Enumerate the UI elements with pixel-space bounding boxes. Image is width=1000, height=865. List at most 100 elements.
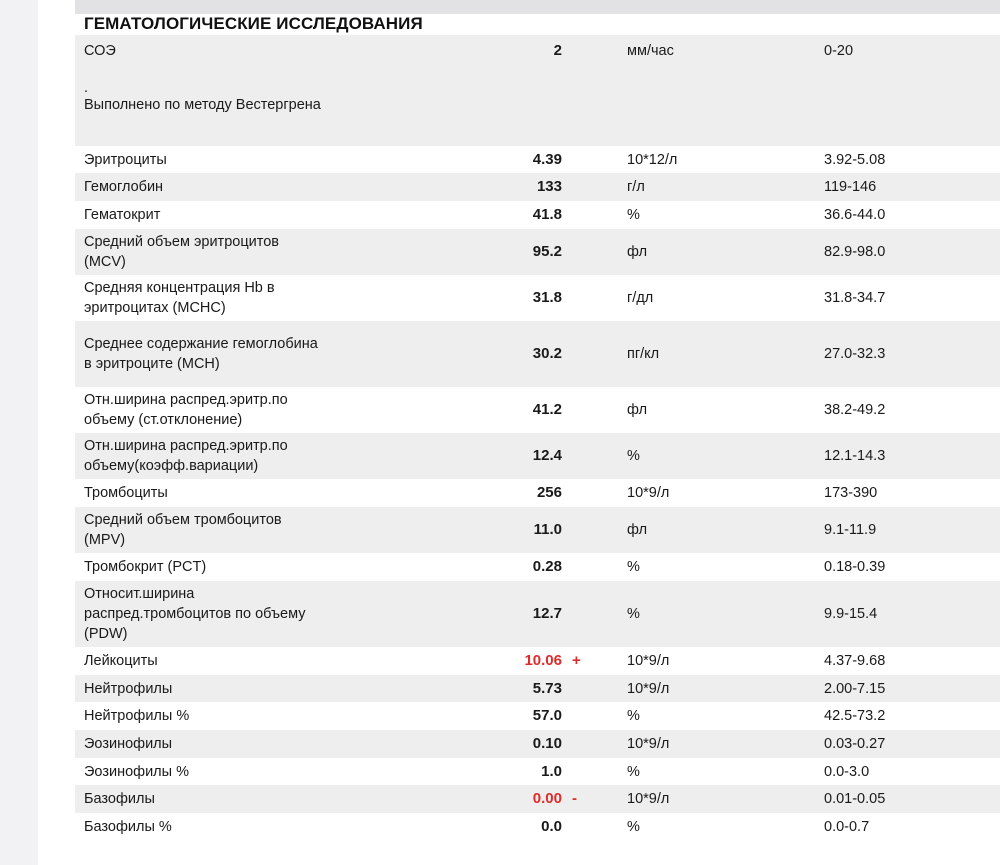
test-name: Тромбоциты <box>84 483 324 503</box>
test-name: Базофилы <box>84 789 324 809</box>
test-unit: % <box>627 557 640 577</box>
test-unit: 10*9/л <box>627 651 669 671</box>
test-name: Гематокрит <box>84 205 324 225</box>
test-value: 10.06 <box>524 651 562 671</box>
test-unit: % <box>627 762 640 782</box>
test-value: 0.0 <box>541 817 562 837</box>
test-name: Относит.ширина распред.тромбоцитов по об… <box>84 584 324 644</box>
table-row: Тромбокрит (PCT) 0.28% 0.18-0.39 <box>75 553 1000 581</box>
test-value: 0.28 <box>533 557 562 577</box>
test-unit: фл <box>627 400 647 420</box>
test-ref-range: 31.8-34.7 <box>824 288 885 308</box>
test-value: 0.00 <box>533 789 562 809</box>
test-name: Лейкоциты <box>84 651 324 671</box>
test-ref-range: 27.0-32.3 <box>824 344 885 364</box>
test-value: 5.73 <box>533 679 562 699</box>
table-row: Нейтрофилы 5.73 10*9/л 2.00-7.15 <box>75 675 1000 702</box>
test-unit: фл <box>627 242 647 262</box>
test-unit: 10*9/л <box>627 789 669 809</box>
test-value: 133 <box>537 177 562 197</box>
section-title: ГЕМАТОЛОГИЧЕСКИЕ ИССЛЕДОВАНИЯ <box>84 14 423 34</box>
test-unit: пг/кл <box>627 344 659 364</box>
test-name: Эозинофилы <box>84 734 324 754</box>
test-unit: 10*9/л <box>627 734 669 754</box>
test-value: 1.0 <box>541 762 562 782</box>
test-unit: % <box>627 205 640 225</box>
test-value: 0.10 <box>533 734 562 754</box>
test-name: Гемоглобин <box>84 177 324 197</box>
test-unit: мм/час <box>627 41 674 61</box>
test-value: 41.8 <box>533 205 562 225</box>
test-unit: г/дл <box>627 288 653 308</box>
test-ref-range: 119-146 <box>824 177 876 197</box>
table-row: Базофилы % 0.0% 0.0-0.7 <box>75 813 1000 841</box>
table-row: Базофилы 0.00- 10*9/л 0.01-0.05 <box>75 785 1000 813</box>
test-name: Средняя концентрация Hb в эритроцитах (M… <box>84 278 324 318</box>
test-ref-range: 2.00-7.15 <box>824 679 885 699</box>
test-unit: % <box>627 817 640 837</box>
test-ref-range: 12.1-14.3 <box>824 446 885 466</box>
test-ref-range: 173-390 <box>824 483 877 503</box>
test-unit: фл <box>627 520 647 540</box>
abnormal-flag: - <box>572 789 577 809</box>
method-note: Выполнено по методу Вестергрена <box>84 95 321 115</box>
table-row: Отн.ширина распред.эритр.по объему (ст.о… <box>75 387 1000 433</box>
test-value: 256 <box>537 483 562 503</box>
test-ref-range: 36.6-44.0 <box>824 205 885 225</box>
table-header-bar <box>75 0 1000 14</box>
test-ref-range: 0.0-3.0 <box>824 762 869 782</box>
test-name: СОЭ <box>84 41 324 61</box>
test-name: Отн.ширина распред.эритр.по объему(коэфф… <box>84 436 324 476</box>
test-unit: % <box>627 446 640 466</box>
test-value: 31.8 <box>533 288 562 308</box>
table-row: Эозинофилы 0.10 10*9/л 0.03-0.27 <box>75 730 1000 758</box>
table-row: Тромбоциты 256 10*9/л 173-390 <box>75 479 1000 507</box>
test-name: Среднее содержание гемоглобина в эритроц… <box>84 334 324 374</box>
table-row: Гемоглобин 133 г/л 119-146 <box>75 173 1000 201</box>
table-row: Среднее содержание гемоглобина в эритроц… <box>75 321 1000 387</box>
table-row: Лейкоциты 10.06 +10*9/л 4.37-9.68 <box>75 647 1000 675</box>
table-row: Средний объем тромбоцитов (MPV) 11.0 фл 9.1… <box>75 507 1000 553</box>
test-ref-range: 3.92-5.08 <box>824 150 885 170</box>
test-ref-range: 42.5-73.2 <box>824 706 885 726</box>
test-ref-range: 0.03-0.27 <box>824 734 885 754</box>
test-name: Базофилы % <box>84 817 324 837</box>
test-ref-range: 9.1-11.9 <box>824 520 876 540</box>
test-ref-range: 0.01-0.05 <box>824 789 885 809</box>
table-row: Эозинофилы % 1.0% 0.0-3.0 <box>75 758 1000 785</box>
table-row: Гематокрит 41.8% 36.6-44.0 <box>75 201 1000 229</box>
table-row-soe: СОЭ 2 мм/час 0-20 . Выполнено по методу … <box>75 35 1000 146</box>
table-row: Средняя концентрация Hb в эритроцитах (M… <box>75 275 1000 321</box>
test-name: Тромбокрит (PCT) <box>84 557 324 577</box>
test-unit: % <box>627 706 640 726</box>
test-unit: 10*9/л <box>627 483 669 503</box>
test-value: 11.0 <box>534 520 562 540</box>
table-row: Относит.ширина распред.тромбоцитов по об… <box>75 581 1000 647</box>
test-name: Средний объем эритроцитов (MCV) <box>84 232 324 272</box>
test-value: 12.7 <box>533 604 562 624</box>
test-value: 95.2 <box>533 242 562 262</box>
table-row: Отн.ширина распред.эритр.по объему(коэфф… <box>75 433 1000 479</box>
test-ref-range: 82.9-98.0 <box>824 242 885 262</box>
test-unit: 10*12/л <box>627 150 677 170</box>
test-unit: г/л <box>627 177 645 197</box>
test-name: Нейтрофилы <box>84 679 324 699</box>
test-ref-range: 4.37-9.68 <box>824 651 885 671</box>
table-row: Нейтрофилы % 57.0% 42.5-73.2 <box>75 702 1000 730</box>
table-row: Эритроциты 4.39 10*12/л 3.92-5.08 <box>75 146 1000 173</box>
test-value: 4.39 <box>533 150 562 170</box>
test-ref-range: 0.18-0.39 <box>824 557 885 577</box>
test-value: 12.4 <box>533 446 562 466</box>
test-ref-range: 38.2-49.2 <box>824 400 885 420</box>
test-name: Нейтрофилы % <box>84 706 324 726</box>
test-ref-range: 0-20 <box>824 41 853 61</box>
test-unit: 10*9/л <box>627 679 669 699</box>
test-value: 30.2 <box>533 344 562 364</box>
test-ref-range: 9.9-15.4 <box>824 604 877 624</box>
test-ref-range: 0.0-0.7 <box>824 817 869 837</box>
abnormal-flag: + <box>572 651 581 671</box>
test-name: Эритроциты <box>84 150 324 170</box>
test-name: Эозинофилы % <box>84 762 324 782</box>
test-value: 2 <box>554 41 562 61</box>
test-name: Средний объем тромбоцитов (MPV) <box>84 510 324 550</box>
